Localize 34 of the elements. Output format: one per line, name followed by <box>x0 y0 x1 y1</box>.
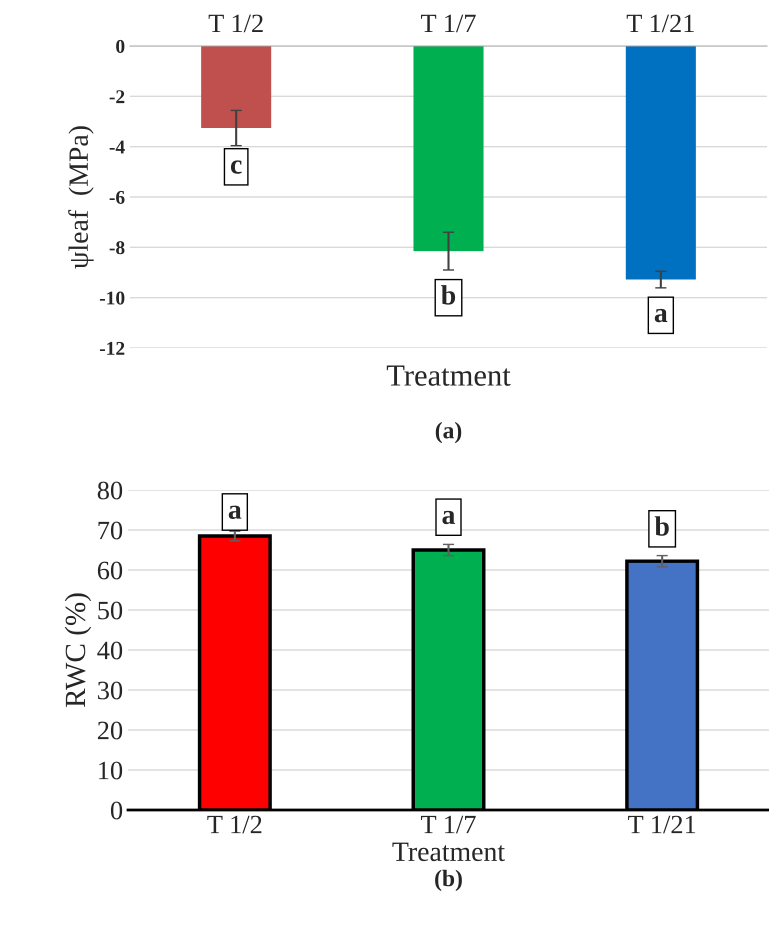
annotation: a <box>442 510 456 524</box>
x-tick-label: T 1/21 <box>628 816 696 834</box>
y-tick-label: 60 <box>98 562 122 580</box>
annotation: b <box>441 285 456 305</box>
y-tick-label: -2 <box>110 90 124 104</box>
x-axis-title: Treatment <box>392 842 505 862</box>
y-tick-label: 20 <box>98 722 122 740</box>
y-tick-label: 80 <box>98 482 122 500</box>
annotation: a <box>654 308 668 322</box>
y-tick-label: -12 <box>100 342 124 355</box>
y-tick-label: -4 <box>110 140 125 154</box>
x-tick-label: T 1/7 <box>420 14 476 32</box>
y-tick-label: -10 <box>100 291 124 305</box>
x-tick-label: T 1/21 <box>626 14 694 32</box>
x-axis-title: Treatment <box>386 366 511 386</box>
y-axis-title: ψleaf (MPa) <box>68 126 94 269</box>
y-tick-label: 40 <box>97 642 122 660</box>
y-tick-label: 0 <box>110 802 122 820</box>
x-tick-label: T 1/7 <box>420 816 476 834</box>
y-tick-label: -6 <box>110 190 125 204</box>
annotation: b <box>654 516 669 536</box>
y-tick-label: 10 <box>99 762 122 780</box>
y-tick-label: 50 <box>98 602 122 620</box>
x-tick-label: T 1/2 <box>207 816 262 834</box>
text: (a) <box>436 422 462 444</box>
y-tick-label: 30 <box>98 682 122 700</box>
text: (b) <box>435 870 462 892</box>
y-axis-title: RWC (%) <box>64 593 92 708</box>
annotation: a <box>228 506 242 519</box>
annotation: c <box>230 160 242 174</box>
x-tick-label: T 1/2 <box>208 14 263 32</box>
y-tick-label: -8 <box>110 241 124 254</box>
y-tick-label: 70 <box>98 522 122 540</box>
y-tick-label: 0 <box>116 40 124 53</box>
